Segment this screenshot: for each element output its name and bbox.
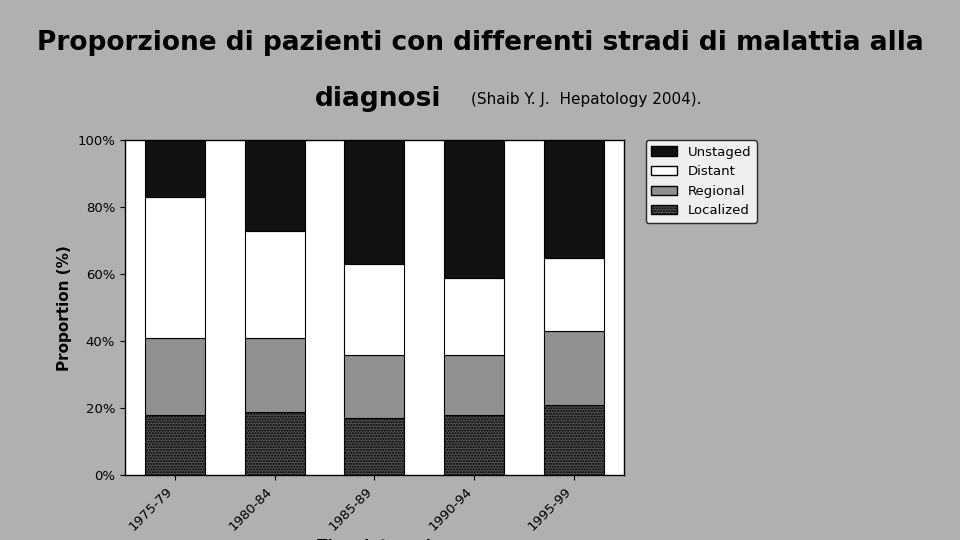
- Bar: [245, 140, 304, 231]
- Text: diagnosi: diagnosi: [315, 86, 442, 112]
- Bar: [145, 415, 204, 475]
- Bar: [345, 140, 404, 264]
- Bar: [245, 338, 304, 411]
- Bar: [145, 197, 204, 338]
- Text: Proporzione di pazienti con differenti stradi di malattia alla: Proporzione di pazienti con differenti s…: [36, 30, 924, 56]
- Bar: [245, 411, 304, 475]
- Y-axis label: Proportion (%): Proportion (%): [57, 245, 72, 370]
- X-axis label: Time interval: Time interval: [318, 539, 431, 540]
- Bar: [145, 338, 204, 415]
- Bar: [444, 355, 504, 415]
- Bar: [145, 140, 204, 197]
- Text: (Shaib Y. J.  Hepatology 2004).: (Shaib Y. J. Hepatology 2004).: [470, 92, 701, 107]
- Bar: [345, 418, 404, 475]
- Legend: Unstaged, Distant, Regional, Localized: Unstaged, Distant, Regional, Localized: [645, 140, 756, 222]
- Bar: [345, 355, 404, 418]
- Bar: [544, 331, 604, 405]
- Bar: [544, 405, 604, 475]
- Bar: [544, 258, 604, 331]
- Bar: [544, 140, 604, 258]
- Bar: [444, 140, 504, 278]
- Bar: [245, 231, 304, 338]
- Bar: [444, 415, 504, 475]
- Bar: [444, 278, 504, 355]
- Bar: [345, 264, 404, 355]
